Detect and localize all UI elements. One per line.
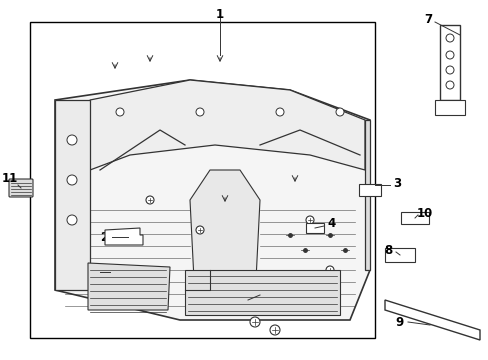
Circle shape <box>196 226 203 234</box>
Polygon shape <box>105 228 142 245</box>
Text: 9: 9 <box>395 315 403 328</box>
Polygon shape <box>364 120 369 270</box>
Text: 8: 8 <box>383 243 391 257</box>
Circle shape <box>67 215 77 225</box>
Polygon shape <box>439 25 459 100</box>
Polygon shape <box>384 300 479 340</box>
Circle shape <box>305 216 313 224</box>
Text: 3: 3 <box>392 176 400 189</box>
Circle shape <box>116 236 124 244</box>
Polygon shape <box>90 80 364 170</box>
Polygon shape <box>184 270 339 315</box>
Text: 7: 7 <box>423 13 431 26</box>
Text: 10: 10 <box>416 207 432 220</box>
Circle shape <box>116 108 124 116</box>
Circle shape <box>67 135 77 145</box>
Circle shape <box>249 317 260 327</box>
Bar <box>384 248 414 262</box>
Circle shape <box>335 108 343 116</box>
Polygon shape <box>190 170 260 300</box>
Polygon shape <box>55 80 369 320</box>
Text: 6: 6 <box>235 297 244 310</box>
Text: 2: 2 <box>100 230 108 243</box>
Text: 11: 11 <box>2 171 18 185</box>
Circle shape <box>67 175 77 185</box>
Text: 5: 5 <box>89 266 97 279</box>
FancyBboxPatch shape <box>9 179 33 197</box>
Circle shape <box>146 196 154 204</box>
Bar <box>358 184 380 196</box>
Polygon shape <box>434 100 464 115</box>
Circle shape <box>445 51 453 59</box>
Circle shape <box>275 108 284 116</box>
Polygon shape <box>88 263 170 310</box>
Polygon shape <box>55 100 90 290</box>
Circle shape <box>445 81 453 89</box>
Circle shape <box>325 266 333 274</box>
Bar <box>30 22 374 338</box>
Bar <box>400 212 428 224</box>
Circle shape <box>196 108 203 116</box>
Circle shape <box>269 325 280 335</box>
Bar <box>305 223 324 233</box>
Text: 4: 4 <box>327 216 335 230</box>
Circle shape <box>445 34 453 42</box>
Circle shape <box>445 66 453 74</box>
Text: 1: 1 <box>216 8 224 21</box>
